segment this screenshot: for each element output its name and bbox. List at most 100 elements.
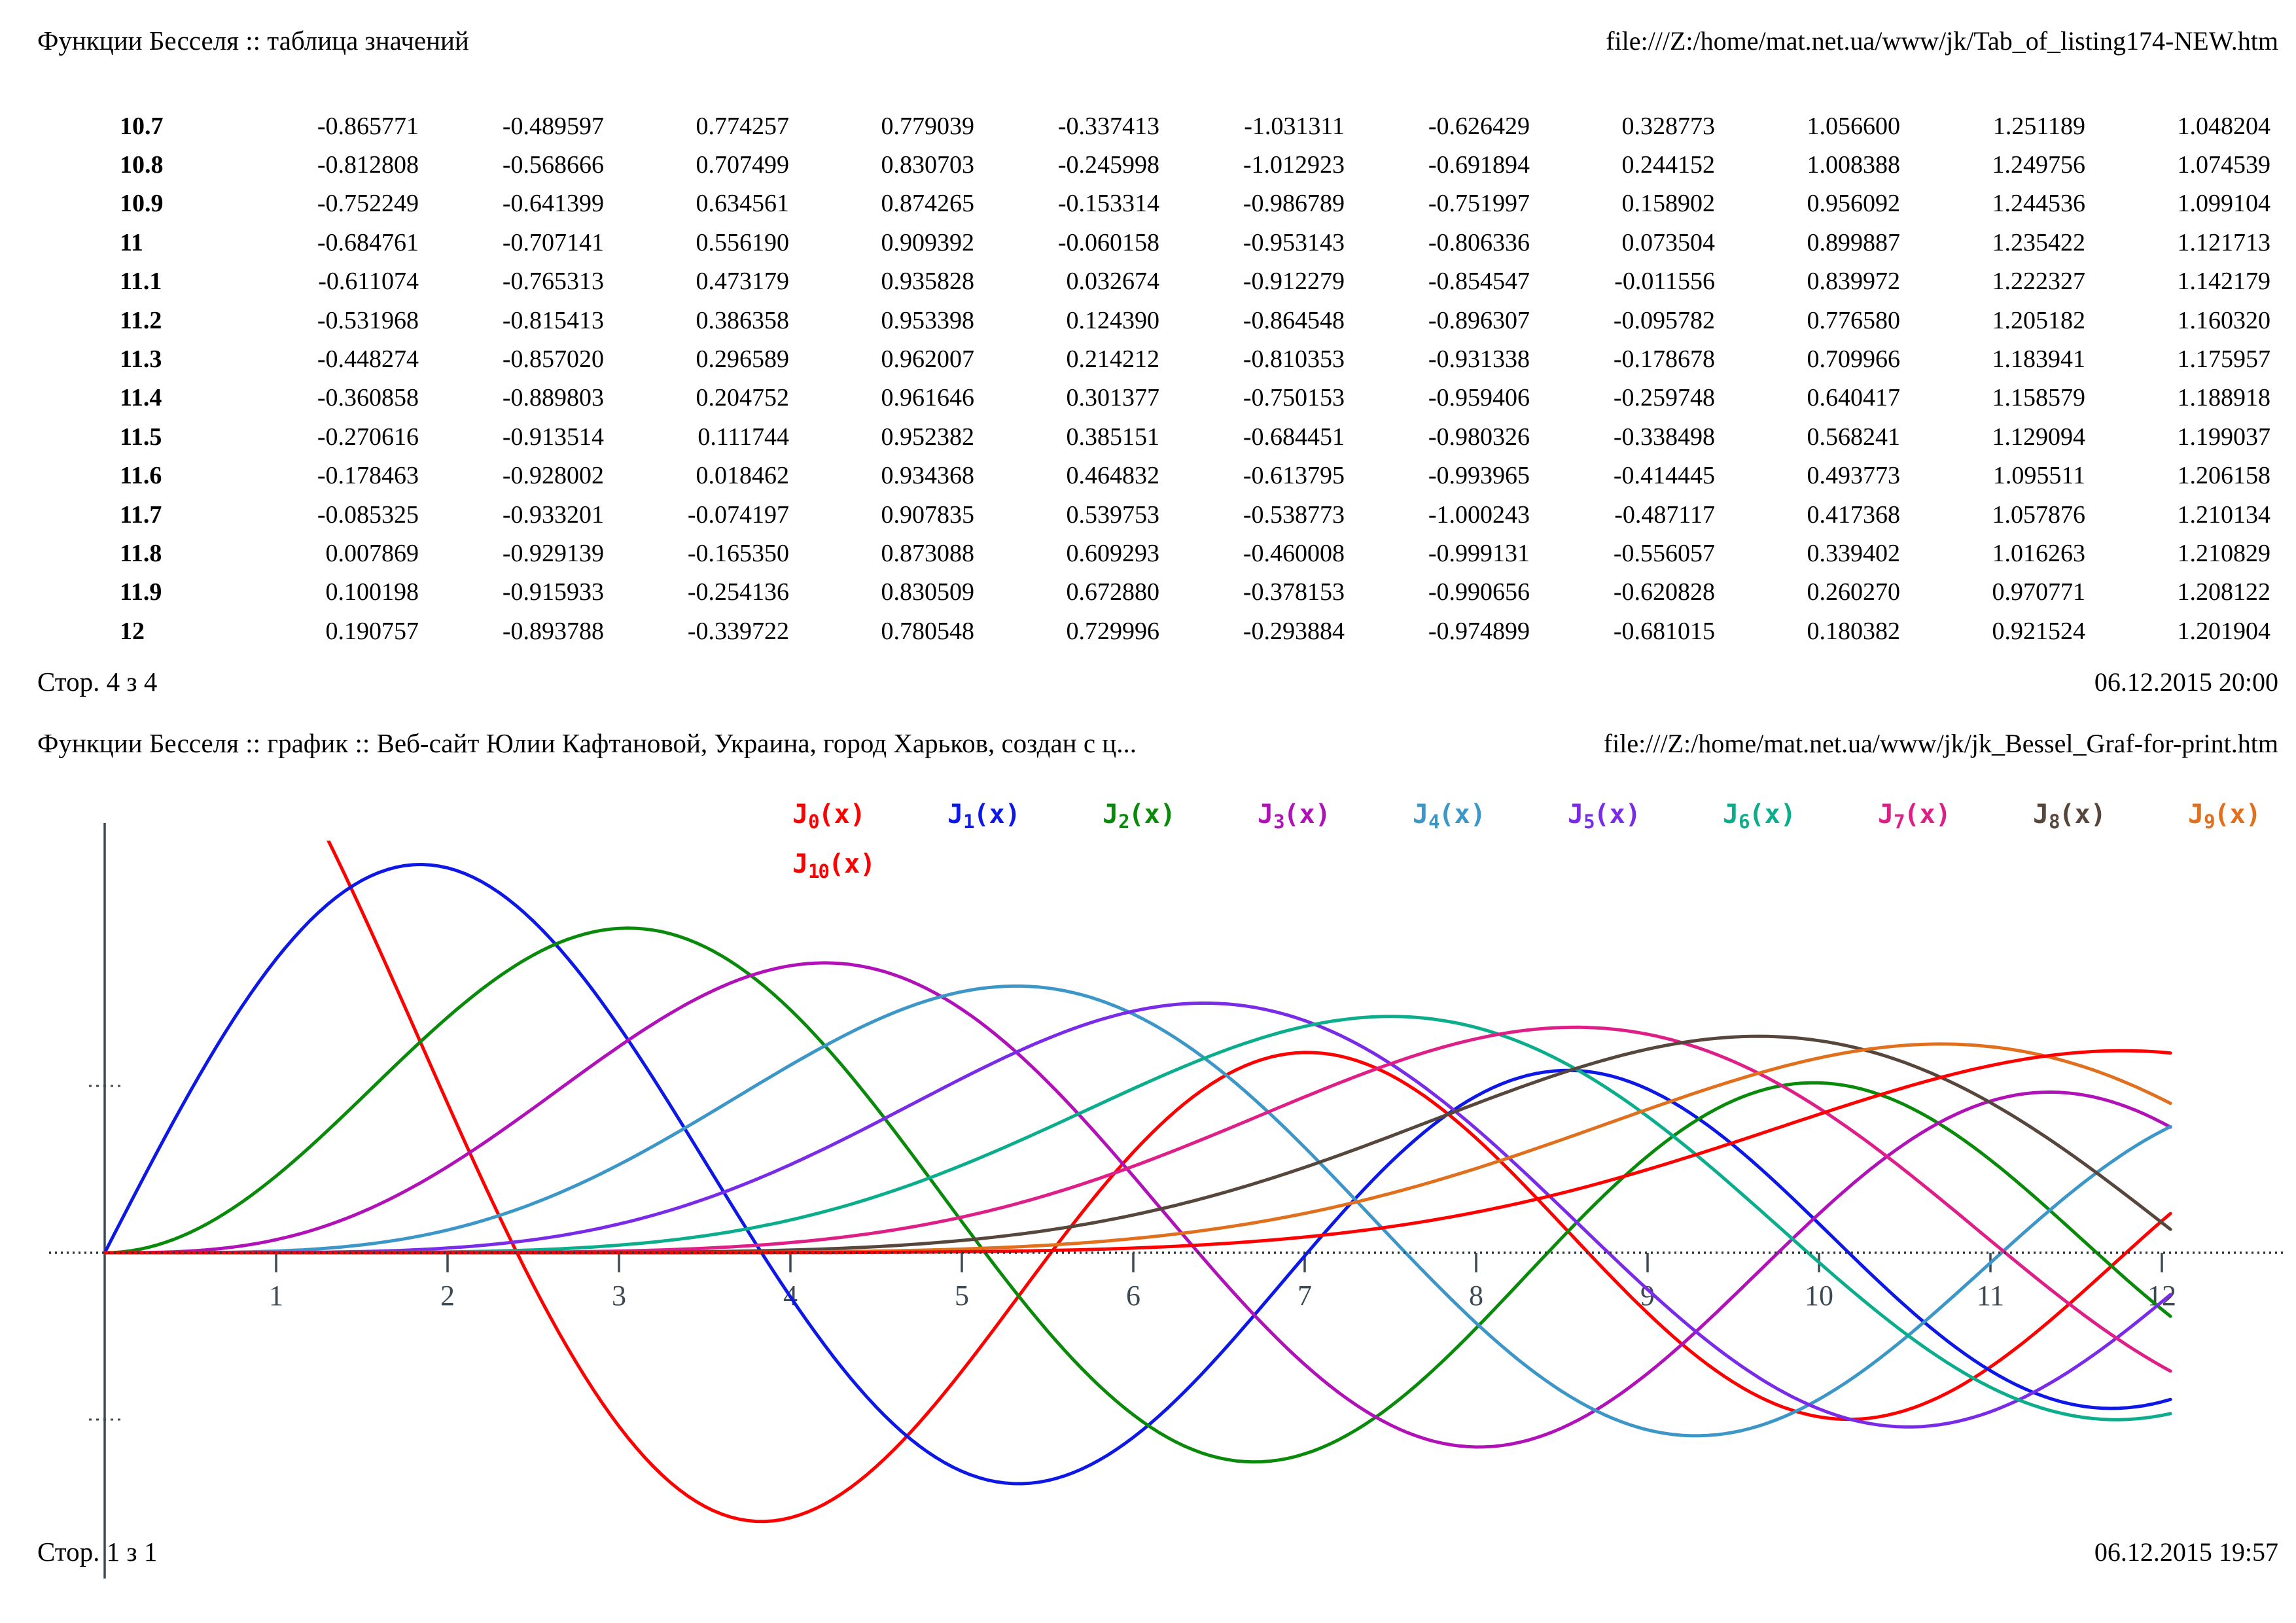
curve-j7x	[103, 1025, 2172, 1373]
table-cell-value: 0.568241	[1807, 423, 1901, 451]
table-cell-value: 0.073504	[1621, 228, 1716, 256]
table-cell-value: -0.980326	[1428, 423, 1530, 451]
table-cell-value: -0.245998	[1057, 151, 1159, 179]
table-cell-value: 0.111744	[698, 423, 789, 451]
table-cell-value: -0.864548	[1243, 306, 1345, 334]
table-cell-value: -0.556057	[1613, 539, 1715, 567]
row-header-x: 11.7	[120, 500, 162, 529]
table-cell-value: 0.158902	[1621, 190, 1716, 218]
table-cell-value: -0.254136	[687, 578, 789, 606]
table-cell-value: 0.909392	[881, 228, 975, 256]
row-header-x: 11	[120, 228, 143, 256]
table-cell-value: -0.487117	[1614, 500, 1715, 529]
row-header-x: 10.7	[120, 112, 164, 140]
table-cell-value: -0.178678	[1613, 345, 1715, 374]
table-cell-value: -0.929139	[502, 539, 604, 567]
table-cell-value: -0.990656	[1428, 578, 1530, 606]
x-tick-label: 6	[1126, 1280, 1140, 1312]
table-cell-value: 0.774257	[696, 112, 790, 140]
table-cell-value: -0.360858	[317, 384, 419, 412]
row-header-x: 11.3	[120, 345, 162, 374]
table-cell-value: 1.056600	[1807, 112, 1901, 140]
table-cell-value: 0.640417	[1807, 384, 1901, 412]
graph-page-datetime: 06.12.2015 19:57	[2094, 1537, 2278, 1567]
table-cell-value: 0.190757	[325, 617, 419, 645]
row-header-x: 11.8	[120, 539, 162, 567]
table-cell-value: 1.199037	[2177, 423, 2271, 451]
table-cell-value: -0.460008	[1243, 539, 1345, 567]
table-row: 11.2 -0.531968 -0.815413 0.386358 0.953398 0.…	[120, 301, 2270, 340]
table-cell-value: 1.251189	[1992, 112, 2085, 140]
table-cell-value: -0.889803	[502, 384, 604, 412]
table-cell-value: -0.681015	[1613, 617, 1715, 645]
table-row: 11.8 0.007869 -0.929139 -0.165350 0.873088 0.…	[120, 534, 2270, 572]
table-cell-value: 0.328773	[1621, 112, 1716, 140]
table-cell-value: 1.201904	[2177, 617, 2271, 645]
x-tick-label: 8	[1469, 1280, 1483, 1312]
curve-j6x	[103, 1015, 2172, 1422]
table-cell-value: 1.205182	[1992, 306, 2086, 334]
row-header-x: 11.2	[120, 306, 162, 334]
table-cell-value: 0.260270	[1807, 578, 1901, 606]
table-cell-value: 0.779039	[881, 112, 975, 140]
table-row: 10.7 -0.865771 -0.489597 0.774257 0.779039 -0…	[120, 107, 2270, 145]
table-cell-value: -0.414445	[1613, 462, 1715, 490]
table-cell-value: 0.296589	[696, 345, 790, 374]
graph-page-footer: Стор. 1 з 1 06.12.2015 19:57	[37, 1536, 2278, 1567]
table-cell-value: 0.672880	[1066, 578, 1160, 606]
table-cell-value: 1.210829	[2177, 539, 2271, 567]
curve-j4x	[103, 984, 2172, 1438]
table-cell-value: -0.865771	[317, 112, 419, 140]
table-cell-value: 1.244536	[1992, 190, 2086, 218]
table-cell-value: 0.385151	[1066, 423, 1160, 451]
table-cell-value: 0.634561	[696, 190, 790, 218]
row-header-x: 10.9	[120, 190, 164, 218]
table-cell-value: 0.839972	[1807, 268, 1901, 296]
table-page-datetime: 06.12.2015 20:00	[2094, 667, 2278, 697]
row-header-x: 11.9	[120, 578, 162, 606]
table-page-number: Стор. 4 з 4	[37, 667, 158, 697]
table-cell-value: -0.626429	[1428, 112, 1530, 140]
table-cell-value: -0.270616	[317, 423, 419, 451]
table-row: 11.7 -0.085325 -0.933201 -0.074197 0.907835 0…	[120, 495, 2270, 534]
x-tick-label: 1	[269, 1280, 283, 1312]
row-header-x: 11.6	[120, 462, 162, 490]
table-cell-value: -0.854547	[1428, 268, 1530, 296]
curve-j0x	[327, 841, 2172, 1524]
curve-j5x	[103, 1001, 2172, 1429]
table-cell-value: 0.707499	[696, 151, 790, 179]
curve-j8x	[103, 1034, 2172, 1255]
table-cell-value: 0.609293	[1066, 539, 1160, 567]
table-page-footer: Стор. 4 з 4 06.12.2015 20:00	[37, 666, 2278, 697]
table-cell-value: -0.752249	[317, 190, 419, 218]
table-cell-value: -0.085325	[317, 500, 419, 529]
legend-item-j5: J5(x)	[1568, 799, 1641, 833]
table-cell-value: 0.244152	[1621, 151, 1716, 179]
x-tick-label: 12	[2147, 1280, 2176, 1312]
table-cell-value: -0.613795	[1243, 462, 1345, 490]
table-cell-value: 0.417368	[1807, 500, 1901, 529]
table-cell-value: -0.538773	[1243, 500, 1345, 529]
bessel-graph: 1 2 3 4 5 6 7 8 9 10 11 12	[49, 823, 2284, 1579]
legend-item-j4: J4(x)	[1413, 799, 1486, 833]
table-cell-value: 1.222327	[1992, 268, 2086, 296]
table-cell-value: 0.874265	[881, 190, 975, 218]
table-page-url: file:///Z:/home/mat.net.ua/www/jk/Tab_of…	[1606, 26, 2278, 56]
table-cell-value: -0.810353	[1243, 345, 1345, 374]
table-cell-value: -0.337413	[1057, 112, 1159, 140]
table-cell-value: 0.007869	[325, 539, 419, 567]
table-cell-value: -0.857020	[502, 345, 604, 374]
table-cell-value: 0.709966	[1807, 345, 1901, 374]
table-cell-value: -0.912279	[1243, 268, 1345, 296]
table-cell-value: -0.153314	[1057, 190, 1159, 218]
table-cell-value: -0.060158	[1057, 228, 1159, 256]
table-cell-value: 0.180382	[1807, 617, 1901, 645]
bessel-values-table: 10.7 -0.865771 -0.489597 0.774257 0.779039 -0…	[120, 107, 2270, 650]
curve-j3x	[103, 961, 2172, 1449]
legend-item-j2: J2(x)	[1103, 799, 1176, 833]
table-cell-value: -0.259748	[1613, 384, 1715, 412]
table-cell-value: -0.448274	[317, 345, 419, 374]
table-cell-value: 0.204752	[696, 384, 790, 412]
table-cell-value: -0.893788	[502, 617, 604, 645]
